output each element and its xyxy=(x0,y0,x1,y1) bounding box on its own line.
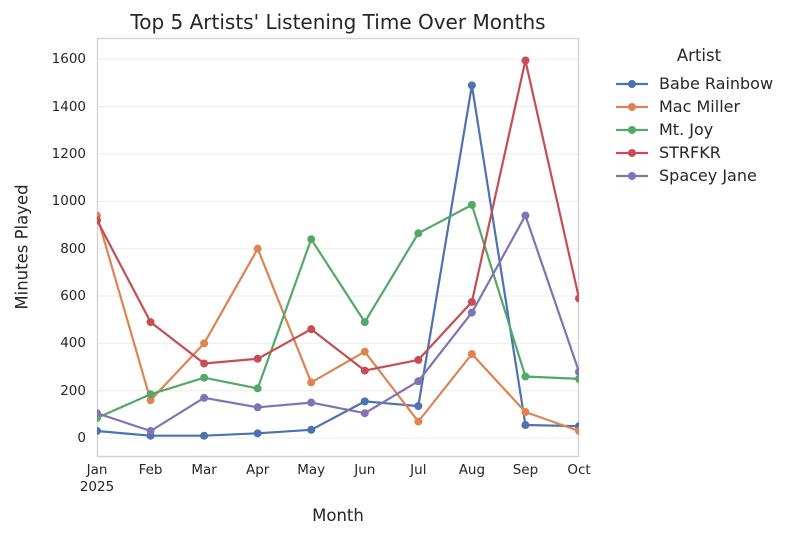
data-point xyxy=(307,325,316,334)
data-point xyxy=(521,56,530,65)
data-point xyxy=(146,390,155,399)
data-point xyxy=(521,408,530,417)
data-point xyxy=(414,402,423,411)
axes-spines xyxy=(96,37,580,458)
data-point xyxy=(253,429,262,438)
data-point xyxy=(521,211,530,220)
legend-item: Spacey Jane xyxy=(615,164,783,187)
data-point xyxy=(360,318,369,327)
data-point xyxy=(307,425,316,434)
data-point xyxy=(253,244,262,253)
data-point xyxy=(200,359,209,368)
data-point xyxy=(575,367,579,376)
data-point xyxy=(575,426,579,435)
legend-line-marker-icon xyxy=(616,148,648,157)
data-point xyxy=(146,396,155,405)
y-tick-label: 1600 xyxy=(51,51,86,68)
legend-line-marker-icon xyxy=(616,171,648,180)
y-tick-label: 200 xyxy=(60,382,86,399)
y-tick-label: 600 xyxy=(60,288,86,305)
data-point xyxy=(307,398,316,407)
legend-item: Babe Rainbow xyxy=(615,72,783,95)
x-tick-label: Sep xyxy=(512,462,539,478)
series-strfkr xyxy=(97,56,579,375)
data-point xyxy=(575,294,579,303)
y-tick-label: 1200 xyxy=(51,145,86,162)
x-tick-label: Jul xyxy=(410,462,427,478)
legend-title: Artist xyxy=(676,46,722,65)
legend-items: Babe Rainbow Mac Miller Mt. Joy STRFKR Space… xyxy=(615,72,783,187)
legend: Artist Babe Rainbow Mac Miller Mt. Joy STRF… xyxy=(615,46,783,187)
y-tick-label: 800 xyxy=(60,240,86,257)
data-point xyxy=(360,366,369,375)
legend-item: STRFKR xyxy=(615,141,783,164)
data-point xyxy=(575,374,579,383)
x-tick-label: Mar xyxy=(191,462,217,478)
data-point xyxy=(414,417,423,426)
data-point xyxy=(414,377,423,386)
legend-label: Spacey Jane xyxy=(659,166,757,185)
x-tick-label: Jun xyxy=(354,462,376,478)
chart-title: Top 5 Artists' Listening Time Over Month… xyxy=(130,10,546,34)
x-tick-label: Aug xyxy=(458,462,486,478)
data-point xyxy=(360,409,369,418)
data-point xyxy=(97,426,101,435)
data-point xyxy=(467,81,476,90)
data-point xyxy=(146,318,155,327)
legend-label: STRFKR xyxy=(659,143,721,162)
data-point xyxy=(97,409,101,418)
data-point xyxy=(360,397,369,406)
x-tick-label: Apr xyxy=(245,462,270,478)
x-tick-label: Feb xyxy=(138,462,163,478)
data-point xyxy=(253,384,262,393)
data-point xyxy=(146,426,155,435)
data-point xyxy=(200,339,209,348)
data-point xyxy=(253,403,262,412)
x-axis-label: Month xyxy=(312,506,364,525)
series-mac-miller xyxy=(97,211,579,435)
data-point xyxy=(200,393,209,402)
data-point xyxy=(467,350,476,359)
data-point xyxy=(200,373,209,382)
y-tick-label: 1000 xyxy=(51,193,86,210)
data-point xyxy=(307,235,316,244)
data-point xyxy=(360,347,369,356)
x-tick-label: Jan 2025 xyxy=(79,462,115,495)
data-point xyxy=(414,229,423,238)
data-point xyxy=(467,308,476,317)
series-spacey-jane xyxy=(97,211,579,435)
data-point xyxy=(521,372,530,381)
data-point xyxy=(521,421,530,430)
legend-line-marker-icon xyxy=(616,79,648,88)
legend-label: Babe Rainbow xyxy=(659,74,774,93)
x-tick-label: May xyxy=(297,462,326,478)
legend-line-marker-icon xyxy=(616,102,648,111)
legend-label: Mac Miller xyxy=(659,97,741,116)
series-mt-joy xyxy=(97,200,579,422)
data-point xyxy=(414,355,423,364)
x-tick-label: Oct xyxy=(567,462,591,478)
data-point xyxy=(253,354,262,363)
data-point xyxy=(467,297,476,306)
legend-line-marker-icon xyxy=(616,125,648,134)
data-point xyxy=(307,378,316,387)
data-point xyxy=(200,431,209,440)
y-tick-label: 1400 xyxy=(51,98,86,115)
y-tick-label: 0 xyxy=(77,430,86,447)
y-tick-label: 400 xyxy=(60,335,86,352)
data-point xyxy=(97,216,101,225)
data-point xyxy=(467,200,476,209)
legend-label: Mt. Joy xyxy=(659,120,714,139)
legend-item: Mt. Joy xyxy=(615,118,783,141)
legend-item: Mac Miller xyxy=(615,95,783,118)
